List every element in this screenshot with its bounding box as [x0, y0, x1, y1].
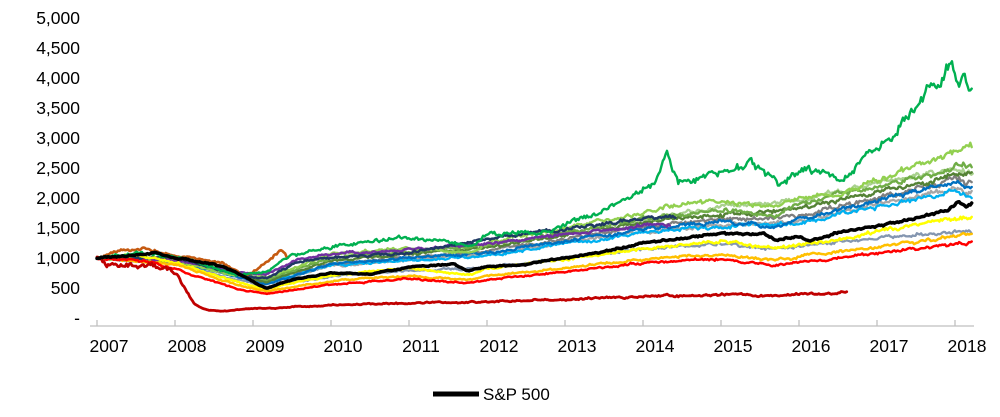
legend: S&P 500	[433, 385, 550, 404]
y-axis-tick-label: 2,000	[36, 188, 80, 208]
x-axis-tick-label: 2009	[246, 336, 285, 356]
series-line-chocolate	[95, 246, 290, 278]
series-line-yellow	[95, 215, 973, 291]
y-axis-tick-label: 4,000	[36, 68, 80, 88]
x-axis-tick-label: 2014	[636, 336, 675, 356]
series-line-dark-red	[95, 255, 849, 313]
y-axis-tick-label: 1,000	[36, 248, 80, 268]
x-axis	[90, 320, 974, 327]
y-axis-labels: - 500 1,000 1,500 2,000 2,500 3,000 3,500 4,000 4…	[36, 8, 80, 328]
x-axis-tick-label: 2010	[324, 336, 363, 356]
x-axis-tick-label: 2007	[90, 336, 129, 356]
legend-label-sp500: S&P 500	[483, 385, 550, 404]
y-axis-tick-label: -	[74, 308, 80, 328]
y-axis-tick-label: 3,000	[36, 128, 80, 148]
y-axis-tick-label: 1,500	[36, 218, 80, 238]
x-axis-tick-label: 2008	[168, 336, 207, 356]
y-axis-tick-label: 500	[51, 278, 80, 298]
x-axis-tick-label: 2018	[948, 336, 987, 356]
x-axis-tick-label: 2017	[870, 336, 909, 356]
x-axis-tick-label: 2013	[558, 336, 597, 356]
series-line-orange	[95, 231, 973, 293]
y-axis-tick-label: 3,500	[36, 98, 80, 118]
series-lines	[95, 60, 974, 313]
x-axis-labels: 2007 2008 2009 2010 2011 2012 2013 2014 2015 2016…	[90, 336, 987, 356]
series-line-red	[95, 240, 973, 296]
y-axis-tick-label: 4,500	[36, 38, 80, 58]
y-axis-tick-label: 5,000	[36, 8, 80, 28]
series-line-sage-green	[626, 167, 974, 224]
x-axis-tick-label: 2011	[402, 336, 440, 356]
x-axis-tick-label: 2015	[714, 336, 753, 356]
series-line-bright-green	[95, 60, 973, 277]
x-axis-tick-label: 2016	[792, 336, 831, 356]
x-axis-tick-label: 2012	[480, 336, 519, 356]
series-line-sp500	[95, 199, 974, 290]
series-line-purple	[95, 222, 672, 277]
y-axis-tick-label: 2,500	[36, 158, 80, 178]
